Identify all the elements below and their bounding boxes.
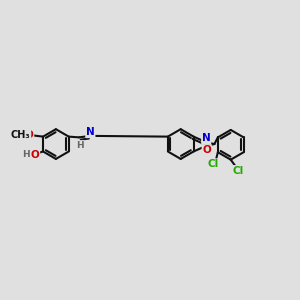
Text: O: O bbox=[31, 150, 40, 160]
Text: CH₃: CH₃ bbox=[11, 130, 31, 140]
Text: Cl: Cl bbox=[208, 159, 219, 169]
Text: H: H bbox=[76, 141, 84, 150]
Text: Cl: Cl bbox=[232, 166, 244, 176]
Text: O: O bbox=[202, 145, 211, 155]
Text: N: N bbox=[86, 128, 95, 137]
Text: O: O bbox=[25, 130, 34, 140]
Text: N: N bbox=[202, 133, 211, 143]
Text: H: H bbox=[22, 150, 30, 159]
